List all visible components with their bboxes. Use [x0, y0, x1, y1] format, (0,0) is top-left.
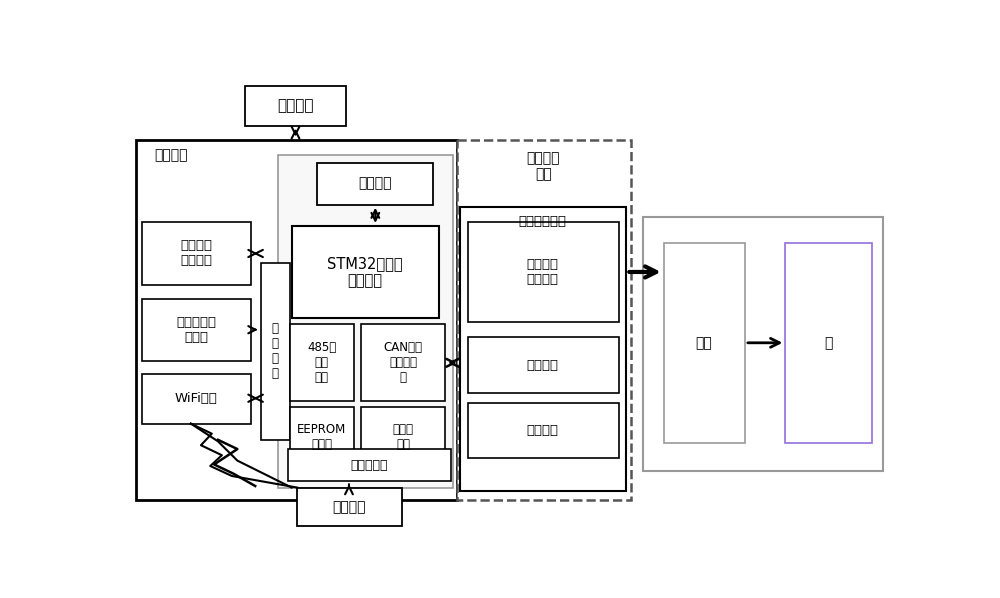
Text: STM32控制器
最小系统: STM32控制器 最小系统: [327, 256, 403, 288]
Bar: [785, 243, 872, 443]
Bar: [142, 299, 251, 361]
Text: 窗: 窗: [825, 336, 833, 350]
Text: 烟雾、风雨
传感器: 烟雾、风雨 传感器: [176, 316, 216, 344]
Text: 消防联动: 消防联动: [277, 98, 314, 113]
Text: 电源单元: 电源单元: [527, 359, 559, 371]
Bar: [361, 407, 445, 467]
Bar: [468, 222, 619, 322]
Bar: [460, 206, 626, 492]
Text: 电源子
单元: 电源子 单元: [393, 423, 414, 451]
Text: 控
制
单
元: 控 制 单 元: [272, 322, 279, 380]
Bar: [245, 86, 346, 126]
Bar: [292, 226, 439, 318]
Text: 电机: 电机: [696, 336, 712, 350]
Bar: [468, 337, 619, 393]
Bar: [643, 216, 883, 471]
Bar: [261, 263, 290, 440]
Bar: [136, 139, 457, 500]
Text: 接口子单元: 接口子单元: [350, 459, 388, 472]
Bar: [468, 403, 619, 458]
Bar: [317, 163, 433, 205]
Bar: [290, 407, 354, 467]
Text: 电机驱动
部分: 电机驱动 部分: [527, 151, 560, 182]
Text: 单控面板: 单控面板: [359, 176, 392, 190]
Bar: [288, 449, 450, 481]
Bar: [290, 324, 354, 401]
Text: 无线遥控
接收单元: 无线遥控 接收单元: [180, 239, 212, 267]
Text: 智能终端: 智能终端: [332, 500, 366, 514]
Text: EEPROM
子单元: EEPROM 子单元: [297, 423, 346, 451]
Text: 485驱
动子
单元: 485驱 动子 单元: [307, 341, 336, 385]
Text: 直流电机
驱动单元: 直流电机 驱动单元: [527, 258, 559, 286]
Bar: [142, 374, 251, 423]
Text: 电机驱动模块: 电机驱动模块: [519, 215, 567, 228]
Bar: [278, 155, 453, 487]
Bar: [297, 487, 402, 526]
Bar: [457, 139, 631, 500]
Bar: [142, 222, 251, 285]
Bar: [361, 324, 445, 401]
Text: WiFi单元: WiFi单元: [175, 392, 218, 405]
Text: 接口单元: 接口单元: [527, 424, 559, 437]
Text: 监控部分: 监控部分: [154, 148, 187, 162]
Text: CAN数据
收发子单
元: CAN数据 收发子单 元: [384, 341, 423, 385]
Bar: [664, 243, 745, 443]
